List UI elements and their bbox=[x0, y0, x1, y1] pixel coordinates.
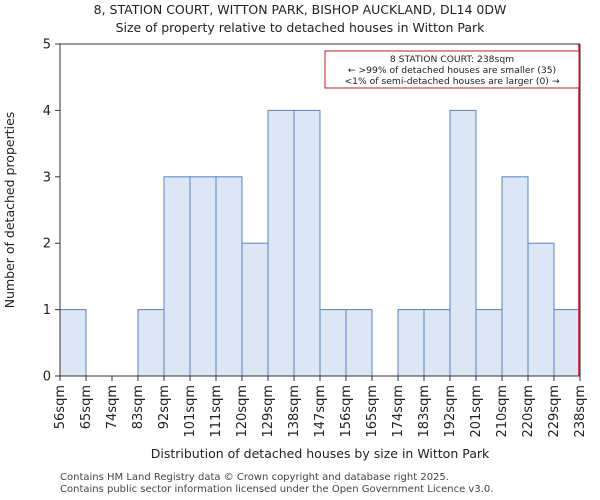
x-tick-label: 74sqm bbox=[105, 385, 120, 429]
y-tick-label: 1 bbox=[43, 303, 51, 318]
histogram-bar bbox=[189, 176, 217, 377]
x-tick-label: 120sqm bbox=[235, 385, 250, 438]
histogram-bar bbox=[345, 309, 373, 377]
x-tick-label: 156sqm bbox=[339, 385, 354, 438]
x-tick-label: 210sqm bbox=[495, 385, 510, 438]
x-tick-label: 183sqm bbox=[417, 385, 432, 438]
histogram-bar bbox=[241, 242, 269, 377]
annotation-line: ← >99% of detached houses are smaller (3… bbox=[348, 65, 556, 76]
x-tick-label: 101sqm bbox=[183, 385, 198, 438]
histogram-bar bbox=[267, 109, 295, 377]
histogram-bar bbox=[423, 309, 451, 377]
histogram-bar bbox=[319, 309, 347, 377]
x-tick-label: 138sqm bbox=[287, 385, 302, 438]
x-tick-label: 129sqm bbox=[261, 385, 276, 438]
y-axis-label: Number of detached properties bbox=[2, 112, 17, 309]
histogram-bar bbox=[527, 242, 555, 377]
histogram-chart: 0 1 2 3 4 5 56sqm 65sqm 74sqm 83sqm 92sqm 101sqm 111… bbox=[2, 38, 588, 462]
histogram-bar bbox=[449, 109, 477, 377]
y-tick-label: 0 bbox=[43, 370, 51, 385]
y-tick-label: 3 bbox=[43, 170, 51, 185]
x-axis-label: Distribution of detached houses by size … bbox=[151, 446, 490, 461]
histogram-bar bbox=[59, 309, 87, 377]
annotation-line: 8 STATION COURT: 238sqm bbox=[390, 54, 514, 65]
histogram-bar bbox=[553, 309, 581, 377]
histogram-bar bbox=[215, 176, 243, 377]
x-tick-label: 147sqm bbox=[313, 385, 328, 438]
x-tick-label: 56sqm bbox=[53, 385, 68, 429]
y-tick-label: 4 bbox=[43, 104, 51, 119]
histogram-bar bbox=[137, 309, 165, 377]
histogram-bar bbox=[475, 309, 503, 377]
annotation-line: <1% of semi-detached houses are larger (… bbox=[344, 76, 559, 87]
x-tick-label: 201sqm bbox=[469, 385, 484, 438]
footer-line-1: Contains HM Land Registry data © Crown c… bbox=[60, 472, 449, 483]
chart-title: 8, STATION COURT, WITTON PARK, BISHOP AU… bbox=[93, 2, 507, 17]
x-tick-label: 111sqm bbox=[209, 385, 224, 438]
x-tick-label: 174sqm bbox=[391, 385, 406, 438]
histogram-bar bbox=[163, 176, 191, 377]
y-tick-label: 5 bbox=[43, 38, 51, 53]
x-tick-label: 220sqm bbox=[521, 385, 536, 438]
x-tick-label: 165sqm bbox=[365, 385, 380, 438]
chart-subtitle: Size of property relative to detached ho… bbox=[115, 20, 485, 35]
y-tick-label: 2 bbox=[43, 237, 51, 252]
x-tick-label: 92sqm bbox=[157, 385, 172, 429]
annotation-box bbox=[324, 50, 580, 89]
x-tick-label: 192sqm bbox=[443, 385, 458, 438]
histogram-bar bbox=[293, 109, 321, 377]
histogram-bar bbox=[397, 309, 425, 377]
histogram-bar bbox=[501, 176, 529, 377]
footer-line-2: Contains public sector information licen… bbox=[60, 484, 494, 495]
x-tick-label: 238sqm bbox=[573, 385, 588, 438]
x-tick-label: 83sqm bbox=[131, 385, 146, 429]
x-tick-label: 229sqm bbox=[547, 385, 562, 438]
x-tick-label: 65sqm bbox=[79, 385, 94, 429]
